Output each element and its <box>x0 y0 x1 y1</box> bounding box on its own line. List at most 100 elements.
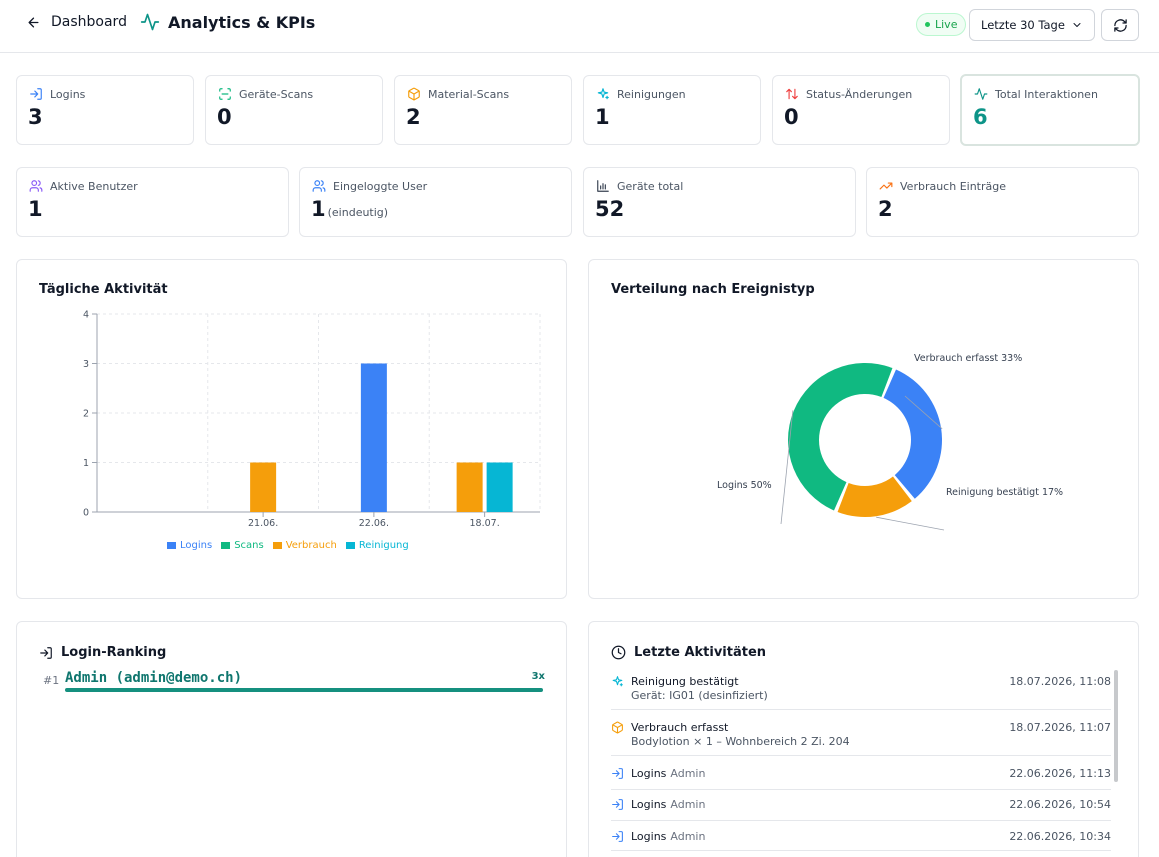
daily-activity-panel: Tägliche Aktivität 0 1 2 3 4 21.06. 22.06. 18.0… <box>16 259 567 599</box>
donut-label-reinigung: Reinigung bestätigt 17% <box>946 487 1064 498</box>
login-icon <box>40 646 52 659</box>
activity-item[interactable]: Logins Admin 22.06.2026, 11:13 <box>611 766 1111 790</box>
legend-item-reinigung[interactable]: Reinigung <box>345 540 409 551</box>
donut-slice-reinigung-bestätigt <box>837 476 912 517</box>
stat-card-total-interaktionen: Total Interaktionen 6 <box>960 74 1140 146</box>
y-tick-label: 1 <box>83 458 89 469</box>
stat-label: Status-Änderungen <box>806 88 913 101</box>
legend-label: Logins <box>180 540 213 551</box>
y-tick-label: 4 <box>83 310 89 321</box>
rank-user-name: Admin (admin@demo.ch) <box>65 670 243 686</box>
activity-item[interactable]: Logins Admin 22.06.2026, 10:54 <box>611 797 1111 821</box>
legend-label: Reinigung <box>358 540 409 551</box>
stat-card-reinigungen: Reinigungen 1 <box>583 75 761 145</box>
activity-user: Admin <box>670 767 706 780</box>
scan-icon <box>219 88 231 100</box>
activity-item[interactable]: Reinigung bestätigt Gerät: IG01 (desinfi… <box>611 674 1111 710</box>
package-icon <box>408 87 420 101</box>
legend-label: Scans <box>234 540 264 551</box>
legend-item-verbrauch[interactable]: Verbrauch <box>272 540 337 551</box>
package-icon <box>612 721 623 734</box>
refresh-icon <box>1113 18 1127 32</box>
login-icon <box>30 88 42 100</box>
y-tick-label: 3 <box>83 359 89 370</box>
activity-title-group: Logins Admin <box>631 767 705 780</box>
activity-item[interactable]: Logins Admin 22.06.2026, 10:34 <box>611 829 1111 851</box>
bar-chart-icon <box>597 180 609 192</box>
stat-label: Material-Scans <box>428 88 510 101</box>
x-tick-label: 21.06. <box>248 518 278 529</box>
trending-up-icon <box>879 182 893 190</box>
stat-value: 1 <box>28 197 43 221</box>
stat-card-status-aenderungen: Status-Änderungen 0 <box>772 75 950 145</box>
sparkles-icon <box>612 676 623 687</box>
activity-title: Verbrauch erfasst <box>631 721 729 734</box>
stat-label: Logins <box>50 88 86 101</box>
page-title: Analytics & KPIs <box>168 12 316 32</box>
legend-item-logins[interactable]: Logins <box>167 540 212 551</box>
stat-label: Reinigungen <box>617 88 686 101</box>
bar-reinigung <box>486 462 513 512</box>
top-bar: Dashboard Analytics & KPIs Live Letzte 3… <box>0 0 1159 53</box>
legend-swatch <box>272 542 282 549</box>
stat-card-geraete-total: Geräte total 52 <box>583 167 856 237</box>
refresh-button[interactable] <box>1101 9 1139 41</box>
stat-value: 1 <box>311 197 326 221</box>
sparkles-icon <box>597 88 609 100</box>
login-icon <box>612 799 623 810</box>
distribution-panel: Verteilung nach Ereignistyp Verbrauch er… <box>588 259 1139 599</box>
panel-title: Letzte Aktivitäten <box>634 645 767 660</box>
back-link-label: Dashboard <box>51 14 127 30</box>
login-icon <box>612 768 623 779</box>
clock-icon <box>611 645 626 660</box>
stat-label: Geräte-Scans <box>239 88 314 101</box>
bar-verbrauch <box>250 462 277 512</box>
donut-label-verbrauch: Verbrauch erfasst 33% <box>914 353 1023 364</box>
donut-leader-line <box>780 410 794 525</box>
stat-label: Geräte total <box>617 180 684 193</box>
stat-label: Eingeloggte User <box>333 180 428 193</box>
stat-value: 2 <box>878 197 893 221</box>
live-badge: Live <box>916 13 967 36</box>
stat-card-logins: Logins 3 <box>16 75 194 145</box>
chevron-down-icon <box>1073 23 1081 27</box>
legend-swatch <box>221 542 231 549</box>
bar-verbrauch <box>456 462 483 512</box>
panel-header: Letzte Aktivitäten <box>611 645 766 660</box>
stat-value-group: 1 (eindeutig) <box>311 197 388 221</box>
stat-card-material-scans: Material-Scans 2 <box>394 75 572 145</box>
users-icon <box>312 180 326 192</box>
chart-legend: Logins Scans Verbrauch Reinigung <box>167 540 409 551</box>
legend-swatch <box>167 542 176 549</box>
stat-label: Verbrauch Einträge <box>900 180 1006 193</box>
bar-logins <box>360 363 387 512</box>
distribution-donut-chart <box>780 363 945 531</box>
activity-icon <box>140 13 160 31</box>
time-range-value: Letzte 30 Tage <box>981 18 1065 32</box>
back-link[interactable]: Dashboard <box>26 14 127 30</box>
stat-value-suffix: (eindeutig) <box>327 206 389 219</box>
panel-title: Login-Ranking <box>61 645 167 660</box>
donut-label-logins: Logins 50% <box>717 480 772 491</box>
activity-time: 22.06.2026, 10:54 <box>1009 798 1111 811</box>
stat-value: 1 <box>595 105 610 129</box>
x-tick-label: 22.06. <box>359 518 389 529</box>
activity-time: 22.06.2026, 11:13 <box>1009 767 1111 780</box>
activity-item[interactable]: Verbrauch erfasst Bodylotion × 1 – Wohnb… <box>611 720 1111 756</box>
stat-value: 6 <box>973 105 988 129</box>
login-icon <box>612 831 623 842</box>
donut-leader-line <box>876 516 945 531</box>
donut-slice-logins <box>788 363 893 511</box>
daily-activity-chart: 0 1 2 3 4 21.06. 22.06. 18.07. <box>83 310 541 529</box>
rank-count: 3x <box>531 671 545 682</box>
activity-time: 18.07.2026, 11:08 <box>1009 675 1111 688</box>
rank-number: #1 <box>43 674 60 687</box>
time-range-select[interactable]: Letzte 30 Tage <box>969 9 1095 41</box>
activity-detail: Bodylotion × 1 – Wohnbereich 2 Zi. 204 <box>631 735 850 748</box>
stat-value: 52 <box>595 197 625 221</box>
activity-scrollbar[interactable] <box>1114 670 1118 782</box>
y-tick-label: 0 <box>83 508 89 519</box>
arrows-updown-icon <box>786 88 798 100</box>
legend-label: Verbrauch <box>285 540 337 551</box>
legend-item-scans[interactable]: Scans <box>221 540 264 551</box>
